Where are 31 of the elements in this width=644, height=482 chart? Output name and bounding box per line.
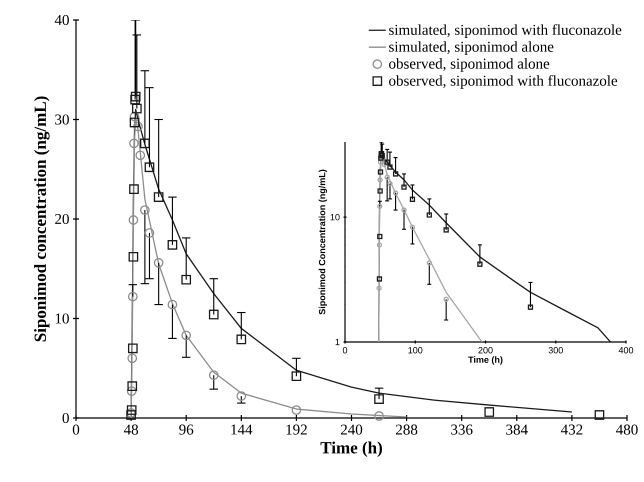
- x-tick-label: 480: [616, 424, 638, 435]
- y-tick-label: 10: [56, 313, 69, 324]
- legend-label: simulated, siponimod alone: [389, 41, 554, 55]
- x-tick-label: 384: [506, 424, 528, 435]
- y-tick-label: 1: [336, 338, 340, 346]
- legend-label: simulated, siponimod with fluconazole: [389, 24, 622, 38]
- y-tick-label: 10: [330, 214, 340, 220]
- x-tick-label: 192: [286, 424, 307, 435]
- x-axis-title: Time (h): [320, 442, 382, 457]
- x-tick-label: 0: [72, 424, 80, 435]
- y-axis-title: Siponimod concentration (ng/mL): [34, 96, 50, 342]
- y-axis-title: Siponimod Concentration (ng/mL): [318, 170, 328, 314]
- x-tick-label: 300: [548, 347, 563, 354]
- x-tick-label: 48: [124, 424, 138, 435]
- x-tick-label: 288: [396, 424, 418, 435]
- x-axis-title: Time (h): [468, 356, 502, 365]
- x-tick-label: 240: [340, 424, 362, 435]
- y-tick-label: 40: [54, 14, 69, 26]
- x-tick-label: 336: [451, 424, 473, 435]
- x-tick-label: 100: [408, 347, 422, 354]
- x-tick-label: 400: [618, 347, 634, 354]
- y-tick-label: 20: [55, 214, 69, 224]
- y-tick-label: 0: [62, 412, 69, 424]
- x-tick-label: 144: [231, 424, 252, 434]
- x-tick-label: 432: [560, 424, 582, 435]
- x-tick-label: 96: [179, 424, 194, 435]
- legend-label: observed, siponimod alone: [389, 58, 550, 72]
- x-tick-label: 200: [478, 347, 493, 354]
- y-tick-label: 30: [55, 114, 69, 125]
- x-tick-label: 0: [342, 347, 348, 354]
- legend-label: observed, siponimod with fluconazole: [389, 75, 618, 89]
